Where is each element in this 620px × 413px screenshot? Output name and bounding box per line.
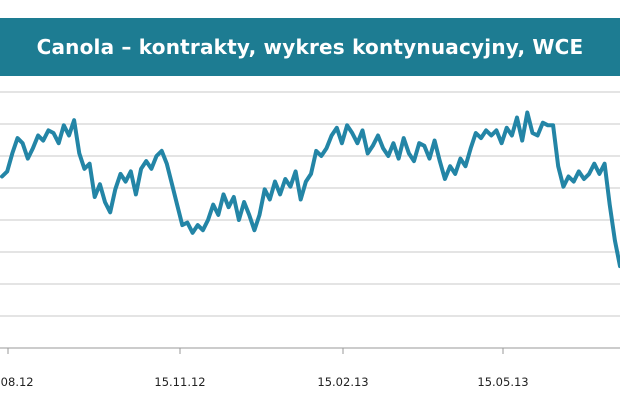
x-tick-label: 15.08.12	[0, 375, 34, 389]
x-tick-label: 15.05.13	[477, 375, 528, 389]
x-axis-tick-labels: 15.08.12 15.11.12 15.02.13 15.05.13	[0, 375, 529, 389]
axes	[0, 347, 620, 354]
x-tick-label: 15.02.13	[317, 375, 368, 389]
x-tick-label: 15.11.12	[154, 375, 205, 389]
gridlines	[0, 91, 620, 317]
chart-title: Canola – kontrakty, wykres kontynuacyjny…	[36, 35, 584, 59]
title-bar: Canola – kontrakty, wykres kontynuacyjny…	[0, 18, 620, 76]
series	[0, 110, 620, 269]
series-line	[0, 110, 620, 269]
